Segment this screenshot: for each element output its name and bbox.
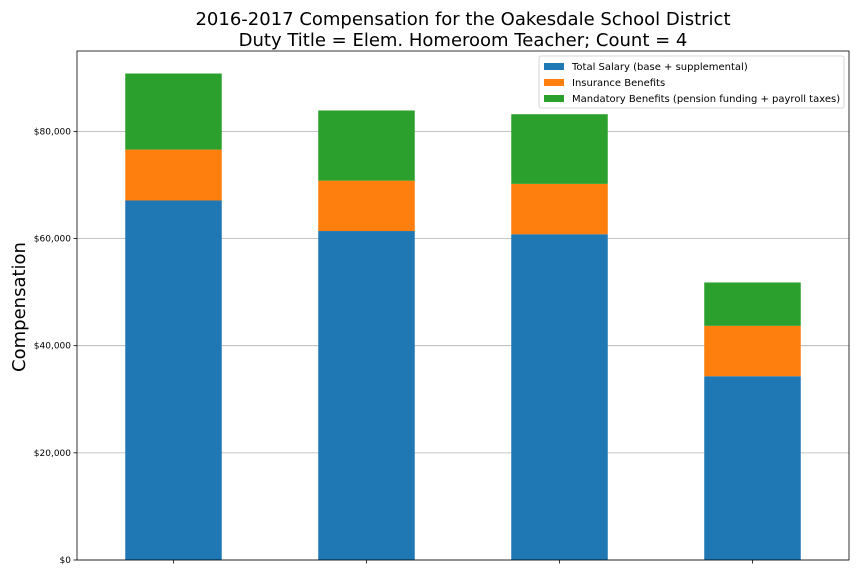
legend-swatch <box>544 63 564 70</box>
y-tick-label: $80,000 <box>34 127 71 137</box>
y-tick-label: $60,000 <box>34 235 71 245</box>
legend-label: Total Salary (base + supplemental) <box>571 62 748 73</box>
bars <box>125 73 801 561</box>
bar-segment <box>125 73 222 150</box>
y-tick-label: $0 <box>60 556 72 566</box>
legend-swatch <box>544 79 564 86</box>
legend-label: Mandatory Benefits (pension funding + pa… <box>572 94 840 105</box>
legend-swatch <box>544 95 564 102</box>
bar-segment <box>511 114 608 184</box>
y-tick-label: $40,000 <box>34 342 71 352</box>
legend: Total Salary (base + supplemental) Insura… <box>538 55 845 109</box>
bar-segment <box>511 234 608 561</box>
chart-title-line-2: Duty Title = Elem. Homeroom Teacher; Cou… <box>239 30 688 51</box>
bar-segment <box>704 376 801 560</box>
bar-segment <box>318 180 415 232</box>
bar-segment <box>125 200 222 560</box>
plot-frame <box>76 50 850 561</box>
axes: $0 $20,000 $40,000 $60,000 $80,000 <box>34 50 850 566</box>
legend-box <box>538 55 845 109</box>
y-tick-label: $20,000 <box>34 449 71 459</box>
legend-label: Insurance Benefits <box>572 78 665 89</box>
bar-segment <box>318 110 415 181</box>
bar-segment <box>125 149 222 201</box>
bar-segment <box>318 231 415 560</box>
chart-title-line-1: 2016-2017 Compensation for the Oakesdale… <box>195 9 730 30</box>
y-axis-label: Compensation <box>9 242 30 372</box>
bar-segment <box>704 282 801 326</box>
bar-segment <box>511 183 608 235</box>
bar-segment <box>704 325 801 377</box>
